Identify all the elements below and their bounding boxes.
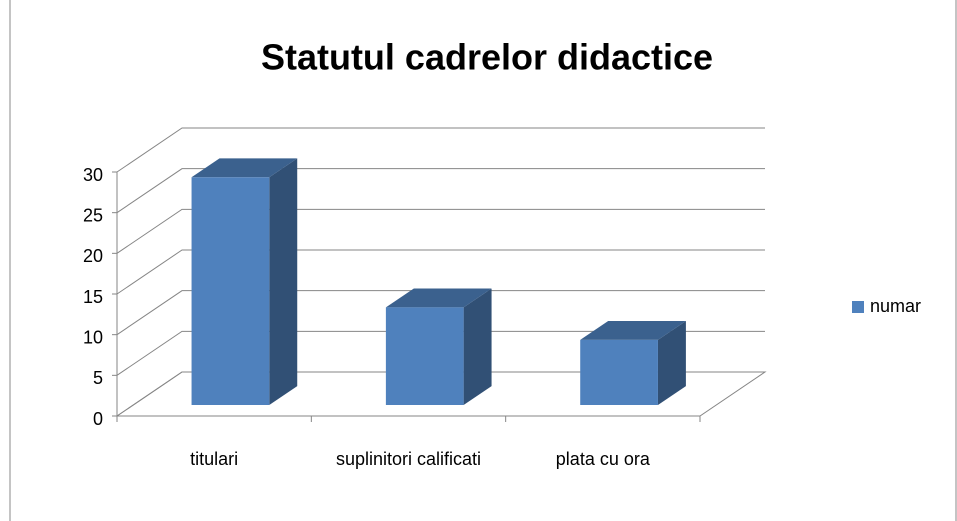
x-tick-label: titulari: [190, 449, 238, 469]
grid-line: [116, 168, 765, 214]
grid-line: [116, 290, 765, 336]
y-tick-label: 20: [83, 246, 103, 266]
chart-title: Statutul cadrelor didactice: [261, 37, 713, 78]
y-tick-label: 0: [93, 409, 103, 429]
grid-line: [116, 208, 765, 254]
legend-label: numar: [870, 296, 921, 316]
y-tick-label: 15: [83, 287, 103, 307]
bar-side: [657, 321, 686, 405]
bar-top: [191, 158, 298, 178]
x-tick-label: suplinitori calificati: [336, 449, 481, 469]
bar-side: [463, 288, 492, 405]
grid-line: [116, 371, 765, 417]
bar-top: [580, 321, 686, 340]
y-tick-label: 25: [83, 205, 103, 225]
y-tick-label: 5: [93, 368, 103, 388]
legend-swatch: [852, 301, 864, 313]
y-tick-label: 10: [83, 327, 103, 347]
grid-line: [116, 330, 765, 376]
bar: [385, 307, 464, 405]
x-tick-label: plata cu ora: [556, 449, 651, 469]
grid-line: [116, 127, 765, 173]
grid-line: [116, 249, 765, 295]
y-tick-label: 30: [83, 165, 103, 185]
bar: [191, 177, 270, 405]
bar-side: [269, 158, 298, 405]
chart-frame: [9, 0, 957, 521]
bar: [580, 339, 658, 405]
bar-top: [385, 288, 492, 308]
